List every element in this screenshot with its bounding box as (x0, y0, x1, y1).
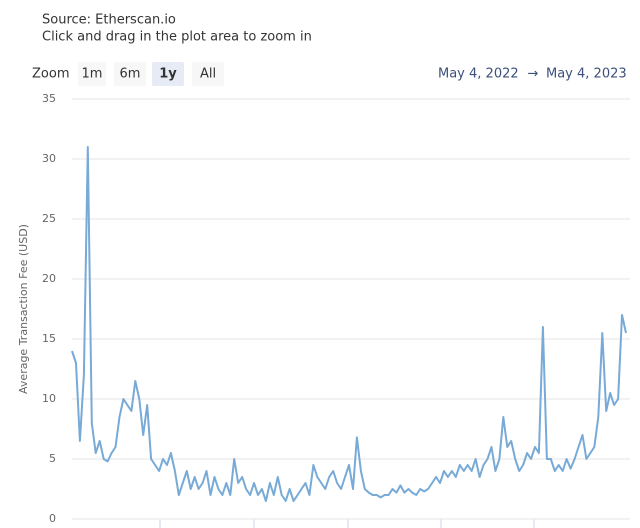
zoom-label: Zoom (32, 67, 69, 82)
y-tick-label: 15 (42, 332, 56, 345)
zoom-button[interactable] (192, 62, 224, 86)
zoom-button-label[interactable]: 1m (82, 67, 103, 82)
zoom-button[interactable] (114, 62, 146, 86)
y-tick-label: 20 (42, 272, 56, 285)
range-to: May 4, 2023 (546, 67, 627, 82)
y-tick-label: 5 (49, 452, 56, 465)
y-tick-label: 0 (49, 512, 56, 525)
zoom-button[interactable] (152, 62, 184, 86)
zoom-button-label[interactable]: 1y (159, 67, 177, 82)
data-line (71, 146, 627, 502)
x-axis-ticks (159, 519, 535, 528)
y-tick-label: 25 (42, 212, 56, 225)
y-tick-label: 10 (42, 392, 56, 405)
subtitle: Source: Etherscan.io (42, 13, 176, 28)
y-tick-label: 35 (42, 92, 56, 105)
zoom-button[interactable] (78, 62, 106, 86)
range-arrow: → (528, 67, 539, 82)
range-from: May 4, 2022 (438, 67, 519, 82)
y-tick-label: 30 (42, 152, 56, 165)
subtitle: Click and drag in the plot area to zoom … (42, 30, 312, 45)
zoom-button-label[interactable]: All (200, 67, 216, 82)
zoom-button-label[interactable]: 6m (120, 67, 141, 82)
y-axis-label: Average Transaction Fee (USD) (17, 224, 30, 394)
